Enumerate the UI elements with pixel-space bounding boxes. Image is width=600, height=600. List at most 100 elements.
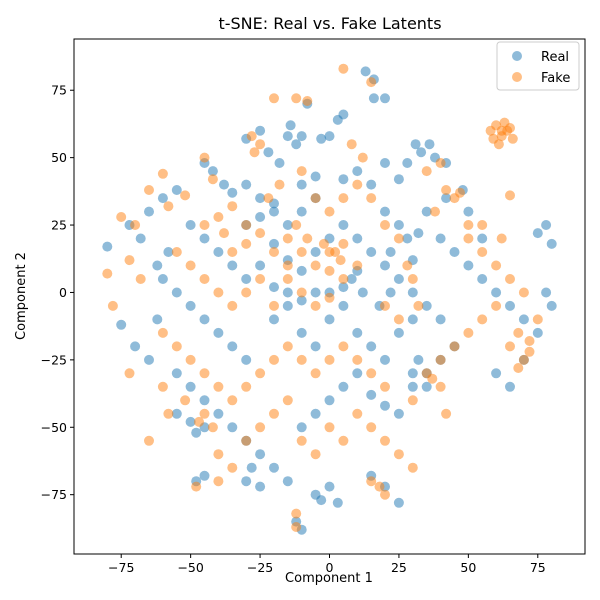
point-real-81	[310, 408, 321, 419]
point-real-4	[285, 120, 296, 131]
point-real-100	[191, 427, 202, 438]
point-real-99	[185, 416, 196, 427]
point-real-138	[269, 206, 279, 217]
y-tick-label-4: 25	[51, 218, 67, 233]
point-real-111	[135, 233, 146, 244]
point-real-147	[421, 300, 432, 311]
point-fake-32	[171, 247, 182, 257]
point-real-109	[130, 341, 141, 352]
point-real-53	[157, 274, 168, 284]
point-fake-64	[194, 416, 204, 427]
point-fake-148	[393, 314, 404, 325]
point-fake-13	[269, 93, 279, 104]
y-axis-label: Component 2	[14, 252, 29, 340]
point-real-129	[449, 247, 460, 257]
point-fake-160	[282, 260, 293, 271]
point-fake-27	[282, 233, 293, 244]
point-fake-144	[393, 233, 404, 244]
point-fake-26	[269, 247, 279, 257]
point-real-67	[366, 341, 377, 352]
point-real-113	[152, 314, 163, 325]
point-fake-80	[407, 462, 418, 473]
point-real-106	[255, 481, 266, 492]
chart-title: t-SNE: Real vs. Fake Latents	[218, 14, 441, 33]
point-real-148	[435, 314, 446, 325]
point-fake-86	[191, 481, 202, 492]
point-fake-122	[427, 373, 438, 384]
point-fake-74	[324, 422, 335, 433]
point-real-156	[407, 368, 418, 379]
point-real-124	[546, 238, 557, 249]
point-fake-31	[338, 238, 349, 249]
point-fake-49	[199, 368, 210, 379]
x-tick-label-5: 50	[460, 560, 476, 575]
point-real-33	[352, 166, 363, 177]
point-real-18	[416, 147, 427, 158]
point-fake-133	[263, 193, 274, 204]
point-fake-100	[435, 158, 446, 168]
point-real-13	[360, 66, 371, 77]
point-real-130	[463, 260, 474, 271]
point-fake-71	[282, 395, 293, 406]
point-real-85	[366, 389, 377, 400]
point-fake-57	[310, 368, 321, 379]
point-fake-72	[296, 435, 307, 446]
point-real-6	[296, 131, 307, 142]
point-fake-51	[227, 395, 238, 406]
point-real-63	[310, 341, 321, 352]
point-fake-16	[338, 63, 349, 74]
point-fake-43	[324, 292, 335, 303]
point-real-116	[491, 287, 502, 298]
point-fake-129	[505, 190, 515, 201]
point-real-30	[296, 179, 307, 190]
point-real-143	[357, 287, 368, 298]
point-fake-9	[496, 125, 507, 136]
point-fake-153	[157, 381, 168, 392]
point-real-55	[185, 300, 196, 311]
point-fake-151	[163, 408, 174, 419]
point-fake-141	[346, 139, 357, 150]
point-fake-47	[171, 341, 182, 352]
point-fake-19	[207, 174, 218, 185]
point-real-115	[477, 274, 488, 284]
legend-marker-real	[512, 51, 522, 61]
point-real-83	[338, 381, 349, 392]
point-fake-142	[357, 152, 368, 163]
point-real-25	[219, 179, 229, 190]
point-fake-75	[338, 435, 349, 446]
point-real-24	[207, 166, 218, 177]
point-fake-45	[352, 260, 363, 271]
point-real-79	[282, 476, 293, 487]
point-fake-140	[366, 193, 377, 204]
point-fake-11	[246, 131, 257, 142]
point-fake-132	[241, 220, 252, 230]
point-fake-84	[366, 476, 377, 487]
point-fake-131	[227, 247, 238, 257]
point-real-43	[269, 238, 279, 249]
point-fake-34	[199, 274, 210, 284]
x-axis-label: Component 1	[285, 571, 373, 586]
point-fake-8	[505, 123, 515, 133]
point-fake-20	[227, 201, 238, 212]
point-fake-119	[449, 341, 460, 352]
point-fake-114	[513, 363, 524, 373]
point-real-98	[393, 497, 404, 508]
point-real-167	[393, 220, 404, 230]
point-fake-54	[269, 354, 279, 365]
point-fake-68	[241, 435, 252, 446]
point-real-28	[255, 193, 266, 204]
point-real-162	[310, 287, 321, 298]
point-real-2	[263, 147, 274, 158]
point-real-51	[380, 260, 390, 271]
point-real-78	[269, 462, 279, 473]
point-fake-14	[291, 93, 302, 104]
point-fake-58	[324, 354, 335, 365]
point-real-46	[310, 247, 321, 257]
point-real-120	[546, 300, 557, 311]
point-real-10	[324, 131, 335, 142]
y-axis-ticks: −75 −50 −25 0 25 50 75	[41, 83, 74, 502]
legend-marker-fake	[512, 72, 522, 82]
x-tick-label-2: −25	[247, 560, 273, 575]
point-real-68	[380, 354, 390, 365]
point-fake-134	[274, 179, 285, 190]
